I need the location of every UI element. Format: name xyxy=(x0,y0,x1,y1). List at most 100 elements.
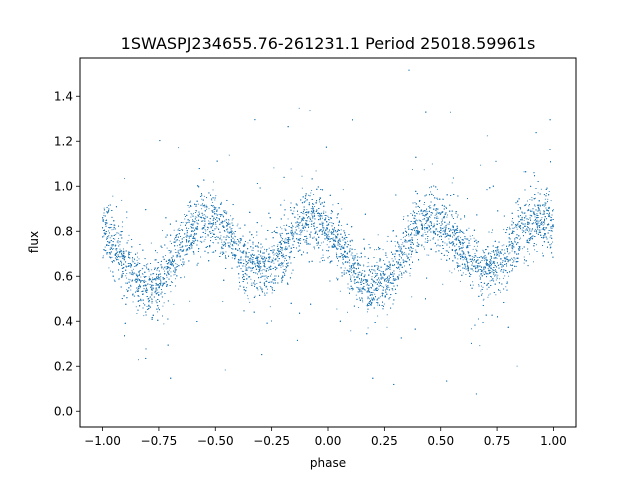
data-point xyxy=(257,257,259,259)
data-point xyxy=(437,199,439,200)
data-point xyxy=(137,256,139,258)
data-point xyxy=(183,248,185,250)
data-point xyxy=(298,107,300,109)
data-point xyxy=(350,275,352,277)
data-point xyxy=(420,221,422,223)
data-point xyxy=(314,248,316,250)
data-point xyxy=(383,279,385,281)
data-point xyxy=(306,209,308,211)
data-point xyxy=(491,269,493,271)
data-point xyxy=(220,216,221,217)
data-point xyxy=(446,255,448,257)
data-point xyxy=(372,297,374,299)
data-point xyxy=(298,227,300,229)
data-point xyxy=(492,269,494,271)
data-point xyxy=(264,269,266,271)
data-point xyxy=(531,215,533,217)
data-point xyxy=(279,240,281,242)
data-point xyxy=(318,212,319,214)
data-point xyxy=(358,282,360,284)
data-point xyxy=(269,306,271,308)
data-point xyxy=(465,268,467,270)
data-point xyxy=(140,280,142,282)
data-point xyxy=(288,238,289,240)
data-point xyxy=(497,274,499,276)
data-point xyxy=(297,226,299,228)
data-point xyxy=(533,261,534,263)
data-point xyxy=(321,221,323,223)
data-point xyxy=(372,298,374,300)
chart-title: 1SWASPJ234655.76-261231.1 Period 25018.5… xyxy=(121,34,536,53)
data-point xyxy=(529,228,531,230)
data-point xyxy=(201,208,203,210)
data-point xyxy=(303,213,305,215)
data-point xyxy=(415,223,416,224)
data-point xyxy=(162,230,163,232)
data-point xyxy=(197,203,199,205)
data-point xyxy=(187,235,188,237)
data-point xyxy=(325,211,327,213)
data-point xyxy=(262,257,264,259)
data-point xyxy=(190,200,192,202)
data-point xyxy=(347,311,348,313)
data-point xyxy=(220,201,222,203)
data-point xyxy=(261,270,263,272)
data-point xyxy=(182,265,184,267)
data-point xyxy=(392,289,394,291)
data-point xyxy=(415,220,416,222)
data-point xyxy=(260,247,262,249)
data-point xyxy=(399,255,401,257)
data-point xyxy=(537,205,538,207)
data-point xyxy=(166,285,168,287)
data-point xyxy=(352,240,354,242)
data-point xyxy=(303,229,305,231)
data-point xyxy=(380,278,382,280)
data-point xyxy=(320,223,322,225)
data-point xyxy=(428,254,430,256)
data-point xyxy=(382,294,384,296)
data-point xyxy=(282,253,284,255)
data-point xyxy=(111,229,113,231)
data-point xyxy=(246,269,248,271)
data-point xyxy=(275,252,277,254)
data-point xyxy=(349,249,351,251)
data-point xyxy=(394,241,396,242)
data-point xyxy=(415,223,417,225)
data-point xyxy=(377,268,379,270)
data-point xyxy=(407,247,409,249)
data-point xyxy=(249,267,251,269)
data-point xyxy=(364,248,365,250)
data-point xyxy=(432,226,434,228)
data-point xyxy=(418,211,419,212)
data-point xyxy=(150,274,152,276)
data-point xyxy=(431,163,433,165)
data-point xyxy=(108,205,110,207)
data-point xyxy=(272,257,274,259)
data-point xyxy=(108,234,110,236)
data-point xyxy=(366,287,368,289)
data-point xyxy=(370,304,372,306)
data-point xyxy=(415,219,417,221)
data-point xyxy=(187,231,188,233)
data-point xyxy=(432,194,434,196)
data-point xyxy=(313,194,315,195)
data-point xyxy=(353,267,355,268)
data-point xyxy=(465,273,467,275)
data-point xyxy=(495,279,497,281)
data-point xyxy=(528,205,530,207)
data-point xyxy=(386,240,388,242)
data-point xyxy=(543,236,544,238)
data-point xyxy=(280,249,282,251)
data-point xyxy=(446,244,448,246)
data-point xyxy=(448,238,450,240)
data-point xyxy=(125,282,127,284)
data-point xyxy=(305,227,307,229)
data-point xyxy=(212,189,214,191)
data-point xyxy=(154,278,156,279)
data-point xyxy=(475,265,477,267)
data-point xyxy=(379,296,381,298)
data-point xyxy=(152,277,153,279)
data-point xyxy=(347,240,349,242)
data-point xyxy=(142,273,144,275)
data-point xyxy=(422,218,424,220)
